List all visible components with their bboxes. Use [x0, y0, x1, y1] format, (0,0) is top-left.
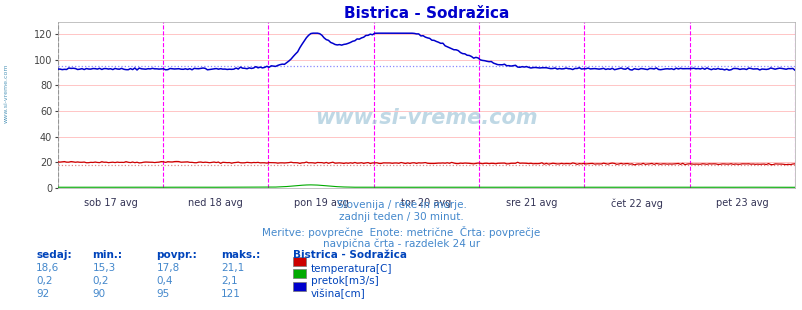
Text: 90: 90	[92, 289, 105, 299]
Text: 21,1: 21,1	[221, 264, 244, 273]
Text: navpična črta - razdelek 24 ur: navpična črta - razdelek 24 ur	[322, 238, 480, 249]
Text: Bistrica - Sodražica: Bistrica - Sodražica	[293, 250, 407, 259]
Title: Bistrica - Sodražica: Bistrica - Sodražica	[343, 6, 508, 20]
Text: temperatura[C]: temperatura[C]	[310, 264, 391, 273]
Text: 121: 121	[221, 289, 241, 299]
Text: 95: 95	[156, 289, 170, 299]
Text: sob 17 avg: sob 17 avg	[83, 198, 137, 208]
Text: www.si-vreme.com: www.si-vreme.com	[314, 108, 537, 128]
Text: Meritve: povprečne  Enote: metrične  Črta: povprečje: Meritve: povprečne Enote: metrične Črta:…	[262, 226, 540, 238]
Text: 18,6: 18,6	[36, 264, 59, 273]
Text: pon 19 avg: pon 19 avg	[294, 198, 348, 208]
Text: sre 21 avg: sre 21 avg	[505, 198, 557, 208]
Text: min.:: min.:	[92, 250, 122, 259]
Text: 0,2: 0,2	[36, 276, 53, 286]
Text: www.si-vreme.com: www.si-vreme.com	[4, 63, 9, 123]
Text: čet 22 avg: čet 22 avg	[610, 198, 662, 209]
Text: pet 23 avg: pet 23 avg	[715, 198, 768, 208]
Text: tor 20 avg: tor 20 avg	[401, 198, 451, 208]
Text: pretok[m3/s]: pretok[m3/s]	[310, 276, 378, 286]
Text: višina[cm]: višina[cm]	[310, 289, 365, 299]
Text: zadnji teden / 30 minut.: zadnji teden / 30 minut.	[338, 212, 464, 222]
Text: 2,1: 2,1	[221, 276, 237, 286]
Text: 0,2: 0,2	[92, 276, 109, 286]
Text: 92: 92	[36, 289, 50, 299]
Text: ned 18 avg: ned 18 avg	[188, 198, 243, 208]
Text: povpr.:: povpr.:	[156, 250, 197, 259]
Text: 15,3: 15,3	[92, 264, 115, 273]
Text: sedaj:: sedaj:	[36, 250, 71, 259]
Text: maks.:: maks.:	[221, 250, 260, 259]
Text: Slovenija / reke in morje.: Slovenija / reke in morje.	[336, 200, 466, 210]
Text: 17,8: 17,8	[156, 264, 180, 273]
Text: 0,4: 0,4	[156, 276, 173, 286]
